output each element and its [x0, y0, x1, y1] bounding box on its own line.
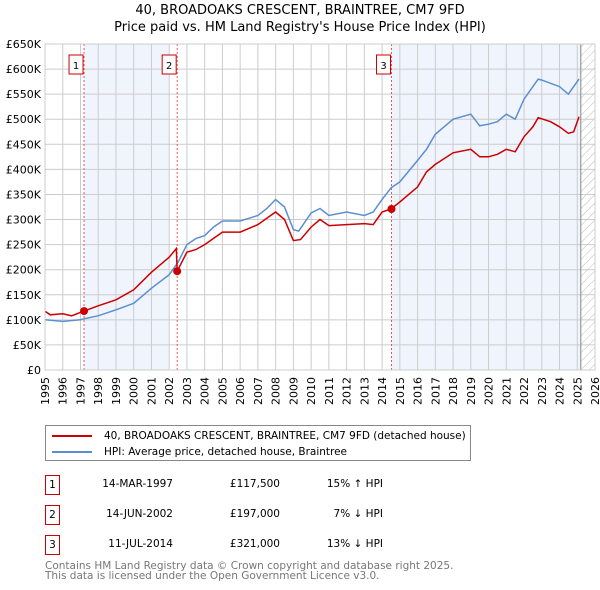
x-tick-label: 1999: [110, 377, 123, 405]
x-tick-label: 2005: [216, 377, 229, 405]
legend-label-hpi: HPI: Average price, detached house, Brai…: [104, 446, 348, 458]
transaction-row: 1 14-MAR-1997 £117,500 15% ↑ HPI: [45, 475, 545, 495]
y-tick-label: £0: [27, 364, 41, 377]
x-tick-label: 2003: [181, 377, 194, 405]
x-tick-label: 2017: [429, 377, 442, 405]
legend-swatch-hpi: [52, 451, 92, 453]
x-tick-label: 2010: [305, 377, 318, 405]
y-tick-label: £400K: [6, 163, 42, 176]
sale-label: 2: [166, 61, 172, 72]
y-tick-label: £100K: [6, 314, 42, 327]
x-tick-label: 2000: [128, 377, 141, 405]
x-tick-label: 2024: [554, 377, 567, 405]
transaction-marker: 3: [45, 535, 60, 555]
y-tick-label: £250K: [6, 239, 42, 252]
legend-item-property: 40, BROADOAKS CRESCENT, BRAINTREE, CM7 9…: [46, 428, 466, 444]
y-tick-label: £350K: [6, 188, 42, 201]
sale-point: [173, 267, 182, 276]
x-tick-label: 2001: [145, 377, 158, 405]
x-tick-label: 2021: [500, 377, 513, 405]
footer-licence: This data is licensed under the Open Gov…: [45, 570, 380, 582]
sale-point: [80, 307, 89, 316]
x-tick-label: 2020: [483, 377, 496, 405]
hpi-series-line: [44, 78, 580, 323]
y-tick-label: £500K: [6, 113, 42, 126]
y-tick-label: £50K: [13, 339, 42, 352]
legend: 40, BROADOAKS CRESCENT, BRAINTREE, CM7 9…: [45, 425, 471, 461]
transaction-marker: 1: [45, 475, 60, 495]
transaction-hpi-diff: 15% ↑ HPI: [326, 478, 383, 490]
x-tick-label: 1996: [57, 377, 70, 405]
sale-label-box: [68, 54, 84, 75]
x-tick-label: 2023: [536, 377, 549, 405]
property-series-line: [44, 116, 580, 317]
transaction-hpi-diff: 13% ↓ HPI: [326, 538, 383, 550]
sale-label-box: [161, 54, 177, 75]
x-tick-label: 2014: [376, 377, 389, 405]
price-chart: 1995 1996 1997 1998 1999 2000 2001 2002 2003 2004…: [6, 38, 600, 405]
sale-label: 3: [380, 61, 386, 72]
transaction-date: 14-MAR-1997: [102, 478, 173, 490]
x-tick-label: 2022: [518, 377, 531, 405]
y-tick-label: £450K: [6, 138, 42, 151]
x-tick-label: 2025: [571, 377, 584, 405]
y-tick-label: £600K: [6, 63, 42, 76]
x-tick-label: 2015: [394, 377, 407, 405]
y-tick-label: £300K: [6, 214, 42, 227]
sale-label: 1: [73, 61, 79, 72]
transaction-price: £197,000: [229, 508, 280, 520]
x-tick-label: 2011: [323, 377, 336, 405]
x-tick-label: 2006: [234, 377, 247, 405]
y-tick-label: £550K: [6, 88, 42, 101]
transaction-row: 3 11-JUL-2014 £321,000 13% ↓ HPI: [45, 535, 545, 555]
x-tick-label: 2016: [412, 377, 425, 405]
shaded-period: [84, 44, 170, 370]
transaction-row: 2 14-JUN-2002 £197,000 7% ↓ HPI: [45, 505, 545, 525]
x-tick-label: 2008: [270, 377, 283, 405]
x-tick-label: 2002: [163, 377, 176, 405]
legend-item-hpi: HPI: Average price, detached house, Brai…: [46, 444, 347, 460]
transaction-marker: 2: [45, 505, 60, 525]
x-tick-label: 2009: [287, 377, 300, 405]
x-tick-label: 2007: [252, 377, 265, 405]
x-tick-label: 1997: [74, 377, 87, 405]
sale-point: [387, 205, 396, 214]
transaction-price: £321,000: [229, 538, 280, 550]
transaction-price: £117,500: [229, 478, 280, 490]
footer-copyright: Contains HM Land Registry data © Crown c…: [45, 560, 454, 572]
x-tick-label: 2013: [358, 377, 371, 405]
chart-title: 40, BROADOAKS CRESCENT, BRAINTREE, CM7 9…: [135, 3, 465, 18]
shaded-period: [390, 44, 581, 370]
legend-swatch-property: [52, 435, 92, 437]
plot-frame: [44, 43, 596, 371]
x-tick-label: 2026: [589, 377, 600, 405]
x-tick-label: 2019: [465, 377, 478, 405]
transaction-date: 11-JUL-2014: [108, 538, 173, 550]
x-tick-label: 2012: [341, 377, 354, 405]
x-tick-label: 1998: [92, 377, 105, 405]
legend-label-property: 40, BROADOAKS CRESCENT, BRAINTREE, CM7 9…: [104, 430, 466, 442]
x-tick-label: 2018: [447, 377, 460, 405]
transaction-hpi-diff: 7% ↓ HPI: [333, 508, 383, 520]
transaction-date: 14-JUN-2002: [106, 508, 173, 520]
y-tick-label: £200K: [6, 264, 42, 277]
chart-subtitle: Price paid vs. HM Land Registry's House …: [114, 20, 486, 35]
forecast-hatch: [580, 44, 595, 370]
y-tick-label: £150K: [6, 289, 42, 302]
y-tick-label: £650K: [6, 38, 42, 51]
x-tick-label: 2004: [199, 377, 212, 405]
sale-label-box: [376, 54, 391, 75]
x-tick-label: 1995: [39, 377, 52, 405]
